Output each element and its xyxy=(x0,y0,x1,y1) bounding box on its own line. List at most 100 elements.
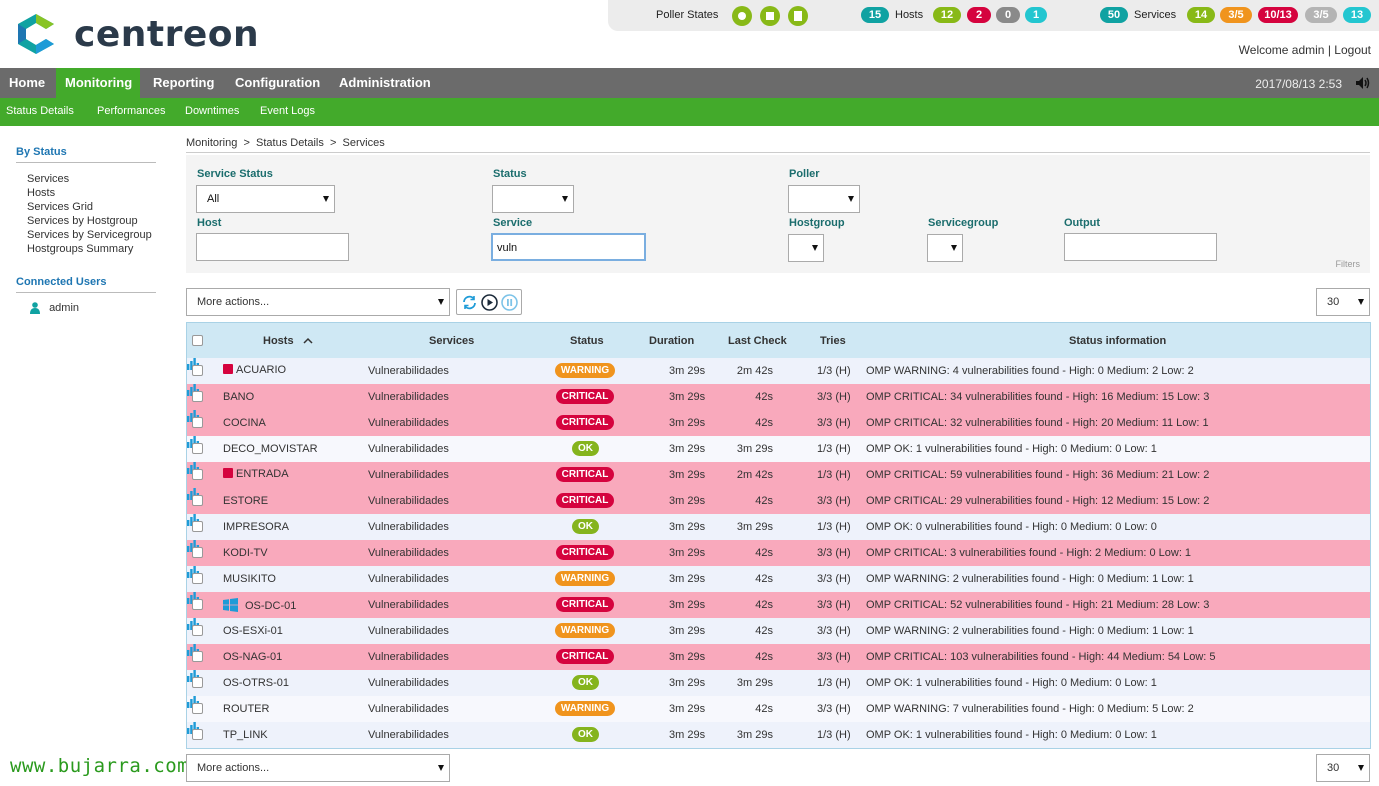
row-service[interactable]: Vulnerabilidades xyxy=(368,391,449,403)
table-row[interactable]: BANO Vulnerabilidades CRITICAL 3m 29s 42s 3/3… xyxy=(187,384,1370,410)
row-checkbox[interactable] xyxy=(192,417,203,428)
sidebar-item-services-by-hostgroup[interactable]: Services by Hostgroup xyxy=(27,215,138,227)
table-row[interactable]: MUSIKITO Vulnerabilidades WARNING 3m 29s 42s… xyxy=(187,566,1370,592)
row-checkbox[interactable] xyxy=(192,677,203,688)
row-service[interactable]: Vulnerabilidades xyxy=(368,573,449,585)
table-row[interactable]: TP_LINK Vulnerabilidades OK 3m 29s 3m 29s 1/3… xyxy=(187,722,1370,748)
table-row[interactable]: ENTRADA Vulnerabilidades CRITICAL 3m 29s 2m … xyxy=(187,462,1370,488)
nav-home[interactable]: Home xyxy=(9,75,46,90)
table-row[interactable]: ROUTER Vulnerabilidades WARNING 3m 29s 42s 3/… xyxy=(187,696,1370,722)
table-row[interactable]: OS-ESXi-01 Vulnerabilidades WARNING 3m 29s 4… xyxy=(187,618,1370,644)
pause-icon[interactable] xyxy=(501,294,518,311)
hosts-total-badge[interactable]: 15 xyxy=(861,7,889,23)
col-last-check[interactable]: Last Check xyxy=(728,335,787,347)
row-service[interactable]: Vulnerabilidades xyxy=(368,495,449,507)
table-row[interactable]: ESTORE Vulnerabilidades CRITICAL 3m 29s 42s 3… xyxy=(187,488,1370,514)
row-checkbox[interactable] xyxy=(192,469,203,480)
row-service[interactable]: Vulnerabilidades xyxy=(368,599,449,611)
row-host[interactable]: IMPRESORA xyxy=(223,521,289,533)
row-service[interactable]: Vulnerabilidades xyxy=(368,625,449,637)
table-row[interactable]: OS-NAG-01 Vulnerabilidades CRITICAL 3m 29s 4… xyxy=(187,644,1370,670)
services-critical-badge[interactable]: 10/13 xyxy=(1258,7,1298,23)
host-input[interactable] xyxy=(196,233,349,261)
service-status-select[interactable]: All xyxy=(196,185,335,213)
row-service[interactable]: Vulnerabilidades xyxy=(368,469,449,481)
per-page-select-bottom[interactable]: 30 xyxy=(1316,754,1370,782)
nav-administration[interactable]: Administration xyxy=(339,75,431,90)
row-host[interactable]: OS-NAG-01 xyxy=(223,651,282,663)
row-checkbox[interactable] xyxy=(192,521,203,532)
poller-database-icon[interactable] xyxy=(760,6,780,26)
row-host[interactable]: TP_LINK xyxy=(223,729,268,741)
table-row[interactable]: COCINA Vulnerabilidades CRITICAL 3m 29s 42s 3… xyxy=(187,410,1370,436)
row-host[interactable]: OS-ESXi-01 xyxy=(223,625,283,637)
row-host[interactable]: OS-OTRS-01 xyxy=(223,677,289,689)
subnav-downtimes[interactable]: Downtimes xyxy=(185,105,240,117)
services-unknown-badge[interactable]: 3/5 xyxy=(1305,7,1337,23)
row-checkbox[interactable] xyxy=(192,625,203,636)
row-service[interactable]: Vulnerabilidades xyxy=(368,521,449,533)
services-total-badge[interactable]: 50 xyxy=(1100,7,1128,23)
table-row[interactable]: OS-DC-01 Vulnerabilidades CRITICAL 3m 29s 42… xyxy=(187,592,1370,618)
col-services[interactable]: Services xyxy=(429,335,475,347)
nav-reporting[interactable]: Reporting xyxy=(153,75,215,90)
poller-latency-icon[interactable] xyxy=(732,6,752,26)
row-checkbox[interactable] xyxy=(192,495,203,506)
play-icon[interactable] xyxy=(481,294,498,311)
row-checkbox[interactable] xyxy=(192,547,203,558)
subnav-event-logs[interactable]: Event Logs xyxy=(260,105,316,117)
subnav-status-details[interactable]: Status Details xyxy=(6,105,74,117)
output-input[interactable] xyxy=(1064,233,1217,261)
row-checkbox[interactable] xyxy=(192,703,203,714)
row-host[interactable]: DECO_MOVISTAR xyxy=(223,443,318,455)
table-row[interactable]: ACUARIO Vulnerabilidades WARNING 3m 29s 2m 4… xyxy=(187,358,1370,384)
sidebar-item-services-by-servicegroup[interactable]: Services by Servicegroup xyxy=(27,229,152,241)
col-duration[interactable]: Duration xyxy=(649,335,695,347)
row-checkbox[interactable] xyxy=(192,573,203,584)
row-service[interactable]: Vulnerabilidades xyxy=(368,677,449,689)
nav-monitoring[interactable]: Monitoring xyxy=(56,68,140,98)
sidebar-item-services-grid[interactable]: Services Grid xyxy=(27,201,94,213)
row-checkbox[interactable] xyxy=(192,599,203,610)
service-input[interactable]: vuln xyxy=(491,233,646,261)
logout-link[interactable]: Logout xyxy=(1334,43,1371,57)
hosts-pending-badge[interactable]: 1 xyxy=(1025,7,1047,23)
row-checkbox[interactable] xyxy=(192,729,203,740)
row-checkbox[interactable] xyxy=(192,651,203,662)
row-host[interactable]: KODI-TV xyxy=(223,547,268,559)
row-host[interactable]: ROUTER xyxy=(223,703,269,715)
services-pending-badge[interactable]: 13 xyxy=(1343,7,1371,23)
hosts-down-badge[interactable]: 2 xyxy=(967,7,991,23)
subnav-performances[interactable]: Performances xyxy=(97,105,166,117)
sidebar-item-hostgroups-summary[interactable]: Hostgroups Summary xyxy=(27,243,134,255)
row-service[interactable]: Vulnerabilidades xyxy=(368,547,449,559)
row-checkbox[interactable] xyxy=(192,391,203,402)
row-host[interactable]: ENTRADA xyxy=(223,468,289,480)
select-all-checkbox[interactable] xyxy=(192,335,203,346)
servicegroup-select[interactable] xyxy=(927,234,963,262)
more-actions-select-bottom[interactable]: More actions... xyxy=(186,754,450,782)
row-host[interactable]: COCINA xyxy=(223,417,266,429)
table-row[interactable]: DECO_MOVISTAR Vulnerabilidades OK 3m 29s 3m … xyxy=(187,436,1370,462)
col-status[interactable]: Status xyxy=(570,335,604,347)
row-service[interactable]: Vulnerabilidades xyxy=(368,417,449,429)
sidebar-item-hosts[interactable]: Hosts xyxy=(27,187,56,199)
col-hosts[interactable]: Hosts xyxy=(263,335,313,347)
table-row[interactable]: OS-OTRS-01 Vulnerabilidades OK 3m 29s 3m 29s… xyxy=(187,670,1370,696)
refresh-icon[interactable] xyxy=(461,294,478,311)
more-actions-select-top[interactable]: More actions... xyxy=(186,288,450,316)
row-service[interactable]: Vulnerabilidades xyxy=(368,443,449,455)
hosts-up-badge[interactable]: 12 xyxy=(933,7,961,23)
row-host[interactable]: MUSIKITO xyxy=(223,573,276,585)
row-checkbox[interactable] xyxy=(192,443,203,454)
row-host[interactable]: ACUARIO xyxy=(223,364,286,376)
sound-icon[interactable] xyxy=(1355,76,1371,90)
per-page-select-top[interactable]: 30 xyxy=(1316,288,1370,316)
services-ok-badge[interactable]: 14 xyxy=(1187,7,1215,23)
col-status-information[interactable]: Status information xyxy=(1069,335,1167,347)
row-host[interactable]: ESTORE xyxy=(223,495,268,507)
centreon-logo[interactable]: centreon xyxy=(14,10,259,58)
table-row[interactable]: KODI-TV Vulnerabilidades CRITICAL 3m 29s 42s… xyxy=(187,540,1370,566)
row-host[interactable]: OS-DC-01 xyxy=(223,598,296,612)
row-service[interactable]: Vulnerabilidades xyxy=(368,703,449,715)
